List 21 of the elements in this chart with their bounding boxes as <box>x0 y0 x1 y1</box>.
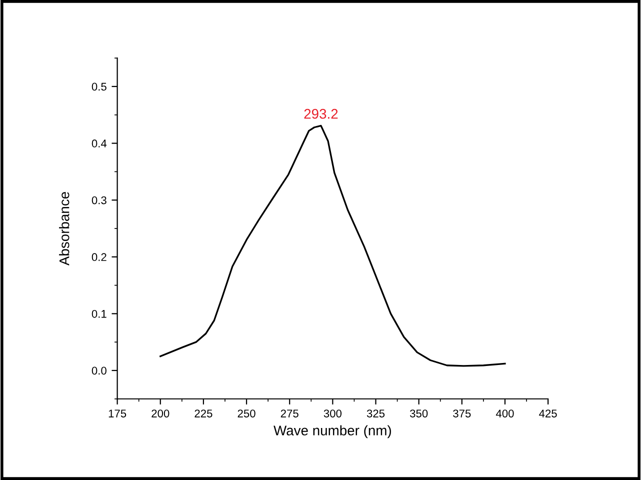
line-series <box>160 124 506 367</box>
x-tick-label: 175 <box>108 410 126 418</box>
y-tick-label: 0.1 <box>92 310 106 318</box>
x-tick-label: 300 <box>324 410 342 418</box>
x-tick-label: 200 <box>152 410 170 418</box>
x-tick-label: 275 <box>280 410 298 418</box>
annotation: 293.2 <box>304 108 338 119</box>
y-tick-label: 0.3 <box>92 196 106 204</box>
x-tick-label: 325 <box>366 410 385 418</box>
x-tick-label: 225 <box>194 410 212 418</box>
x-axis-title: Wave number (nm) <box>274 425 391 438</box>
x-tick-label: 400 <box>496 410 514 418</box>
x-tick-label: 350 <box>410 410 428 418</box>
x-tick-label: 375 <box>453 410 471 418</box>
y-tick-label: 0.2 <box>92 253 106 262</box>
y-tick-label: 0.0 <box>92 366 106 375</box>
y-tick-label: 0.4 <box>92 140 107 148</box>
x-tick-label: 425 <box>539 410 557 418</box>
x-tick-label: 250 <box>238 410 256 418</box>
y-axis-title: Absorbance <box>59 192 70 266</box>
y-tick-label: 0.5 <box>92 82 106 91</box>
